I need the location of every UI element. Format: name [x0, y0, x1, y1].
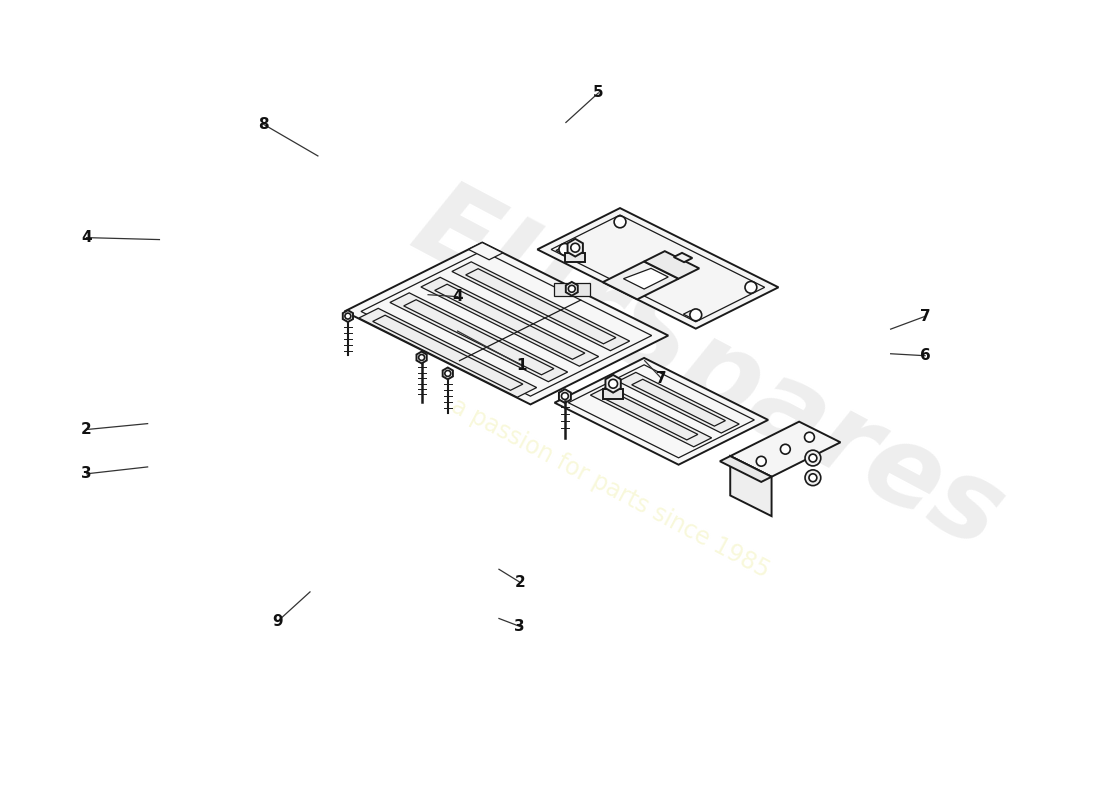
Polygon shape: [719, 456, 771, 482]
Polygon shape: [645, 251, 700, 278]
Polygon shape: [343, 310, 353, 322]
Polygon shape: [605, 375, 620, 393]
Circle shape: [690, 309, 702, 321]
Polygon shape: [673, 253, 692, 262]
Polygon shape: [556, 247, 573, 256]
Polygon shape: [452, 262, 629, 350]
Text: 8: 8: [258, 117, 270, 132]
Circle shape: [559, 243, 571, 255]
Polygon shape: [603, 389, 623, 398]
Text: 4: 4: [81, 230, 92, 245]
Polygon shape: [603, 262, 679, 299]
Polygon shape: [442, 367, 453, 379]
Polygon shape: [554, 358, 768, 465]
Circle shape: [571, 243, 580, 252]
Circle shape: [804, 432, 814, 442]
Polygon shape: [618, 372, 739, 433]
Circle shape: [780, 444, 790, 454]
Polygon shape: [537, 208, 779, 329]
Polygon shape: [591, 386, 712, 446]
Polygon shape: [469, 242, 503, 260]
Circle shape: [805, 450, 821, 466]
Circle shape: [805, 470, 821, 486]
Circle shape: [608, 379, 617, 388]
Polygon shape: [730, 456, 771, 516]
Text: 7: 7: [920, 309, 931, 324]
Text: 3: 3: [515, 619, 525, 634]
Text: 2: 2: [81, 422, 92, 437]
Circle shape: [561, 393, 569, 399]
Polygon shape: [730, 422, 840, 477]
Circle shape: [808, 454, 817, 462]
Polygon shape: [421, 278, 598, 366]
Polygon shape: [554, 283, 590, 296]
Text: EUrSpares: EUrSpares: [396, 170, 1022, 570]
Circle shape: [614, 216, 626, 228]
Polygon shape: [389, 293, 568, 382]
Circle shape: [444, 370, 451, 376]
Polygon shape: [683, 310, 701, 319]
Circle shape: [757, 456, 767, 466]
Text: 9: 9: [272, 614, 283, 629]
Polygon shape: [344, 242, 668, 405]
Text: 4: 4: [452, 289, 463, 304]
Text: 2: 2: [515, 574, 525, 590]
Polygon shape: [559, 389, 571, 403]
Polygon shape: [359, 308, 537, 397]
Text: 6: 6: [920, 348, 931, 363]
Polygon shape: [624, 268, 668, 289]
Polygon shape: [565, 253, 585, 262]
Circle shape: [808, 474, 817, 482]
Text: 5: 5: [593, 86, 604, 101]
Text: a passion for parts since 1985: a passion for parts since 1985: [447, 394, 773, 583]
Text: 3: 3: [81, 466, 92, 482]
Circle shape: [569, 286, 575, 292]
Circle shape: [419, 354, 425, 361]
Circle shape: [745, 282, 757, 294]
Polygon shape: [565, 282, 578, 296]
Text: 7: 7: [656, 371, 667, 386]
Text: 1: 1: [516, 358, 527, 373]
Polygon shape: [568, 239, 583, 257]
Polygon shape: [417, 351, 427, 363]
Circle shape: [345, 313, 351, 319]
